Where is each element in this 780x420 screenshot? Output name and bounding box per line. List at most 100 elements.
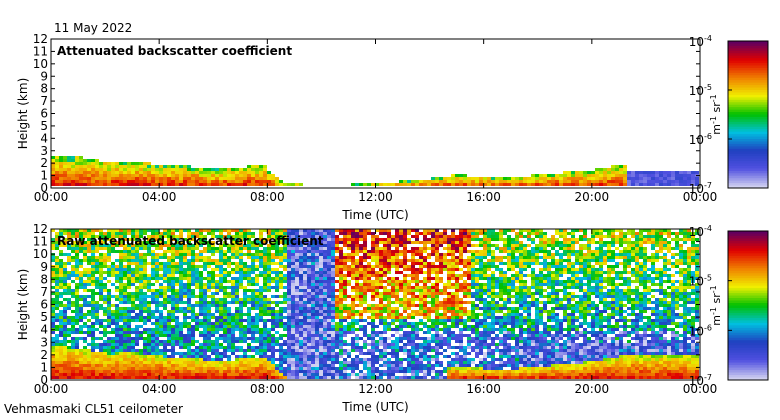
heatmap-cell <box>219 274 223 277</box>
heatmap-cell <box>379 274 383 277</box>
heatmap-cell <box>291 274 295 277</box>
heatmap-cell <box>623 165 627 168</box>
heatmap-cell <box>415 232 419 235</box>
heatmap-cell <box>395 241 399 244</box>
heatmap-cell <box>279 262 283 265</box>
heatmap-cell <box>263 319 267 322</box>
heatmap-cell <box>299 349 303 352</box>
heatmap-cell <box>295 349 299 352</box>
heatmap-cell <box>307 358 311 361</box>
heatmap-cell <box>403 346 407 349</box>
heatmap-cell <box>267 247 271 250</box>
heatmap-cell <box>311 358 315 361</box>
heatmap-cell <box>407 340 411 343</box>
heatmap-cell <box>307 295 311 298</box>
heatmap-cell <box>151 250 155 253</box>
heatmap-cell <box>123 331 127 334</box>
x-axis-label: Time (UTC) <box>341 208 408 222</box>
heatmap-cell <box>435 268 439 271</box>
heatmap-cell <box>227 256 231 259</box>
heatmap-cell <box>139 310 143 313</box>
heatmap-cell <box>127 352 131 355</box>
heatmap-cell <box>167 328 171 331</box>
heatmap-cell <box>355 241 359 244</box>
heatmap-cell <box>275 268 279 271</box>
heatmap-cell <box>163 177 167 180</box>
heatmap-cell <box>371 364 375 367</box>
heatmap-cell <box>227 373 231 376</box>
heatmap-cell <box>195 286 199 289</box>
heatmap-cell <box>155 229 159 232</box>
heatmap-cell <box>183 268 187 271</box>
heatmap-cell <box>123 247 127 250</box>
heatmap-cell <box>155 177 159 180</box>
heatmap-cell <box>483 177 487 180</box>
heatmap-cell <box>99 247 103 250</box>
raw-backscatter-plot <box>51 229 699 379</box>
heatmap-cell <box>383 286 387 289</box>
heatmap-cell <box>187 168 191 171</box>
heatmap-cell <box>395 364 399 367</box>
heatmap-cell <box>207 367 211 370</box>
heatmap-cell <box>51 292 55 295</box>
heatmap-cell <box>227 316 231 319</box>
heatmap-cell <box>303 316 307 319</box>
heatmap-cell <box>227 325 231 328</box>
heatmap-cell <box>131 183 135 186</box>
heatmap-cell <box>195 232 199 235</box>
heatmap-cell <box>123 256 127 259</box>
heatmap-cell <box>343 331 347 334</box>
heatmap-cell <box>303 310 307 313</box>
heatmap-cell <box>387 262 391 265</box>
heatmap-cell <box>375 259 379 262</box>
heatmap-cell <box>387 373 391 376</box>
heatmap-cell <box>223 316 227 319</box>
heatmap-cell <box>143 370 147 373</box>
heatmap-cell <box>395 349 399 352</box>
heatmap-cell <box>435 331 439 334</box>
heatmap-cell <box>335 358 339 361</box>
heatmap-cell <box>219 343 223 346</box>
heatmap-cell <box>431 364 435 367</box>
heatmap-cell <box>91 361 95 364</box>
heatmap-cell <box>279 256 283 259</box>
heatmap-cell <box>215 283 219 286</box>
heatmap-cell <box>115 352 119 355</box>
heatmap-cell <box>291 183 295 186</box>
heatmap-cell <box>567 180 571 183</box>
heatmap-cell <box>255 171 259 174</box>
heatmap-cell <box>263 268 267 271</box>
heatmap-cell <box>415 343 419 346</box>
heatmap-cell <box>71 180 75 183</box>
heatmap-cell <box>379 307 383 310</box>
heatmap-cell <box>71 367 75 370</box>
heatmap-cell <box>59 313 63 316</box>
heatmap-cell <box>415 238 419 241</box>
heatmap-cell <box>295 343 299 346</box>
heatmap-cell <box>51 271 55 274</box>
heatmap-cell <box>231 238 235 241</box>
heatmap-cell <box>167 319 171 322</box>
heatmap-cell <box>331 289 335 292</box>
heatmap-cell <box>311 247 315 250</box>
heatmap-cell <box>99 373 103 376</box>
heatmap-cell <box>287 268 291 271</box>
heatmap-cell <box>423 250 427 253</box>
heatmap-cell <box>403 367 407 370</box>
heatmap-cell <box>155 165 159 168</box>
heatmap-cell <box>63 283 67 286</box>
heatmap-cell <box>239 301 243 304</box>
heatmap-cell <box>239 250 243 253</box>
heatmap-cell <box>363 247 367 250</box>
heatmap-cell <box>207 343 211 346</box>
heatmap-cell <box>183 322 187 325</box>
heatmap-cell <box>339 274 343 277</box>
heatmap-cell <box>203 361 207 364</box>
heatmap-cell <box>251 364 255 367</box>
heatmap-cell <box>387 271 391 274</box>
heatmap-cell <box>659 183 663 186</box>
heatmap-cell <box>171 232 175 235</box>
heatmap-cell <box>103 271 107 274</box>
heatmap-cell <box>83 180 87 183</box>
heatmap-cell <box>183 352 187 355</box>
